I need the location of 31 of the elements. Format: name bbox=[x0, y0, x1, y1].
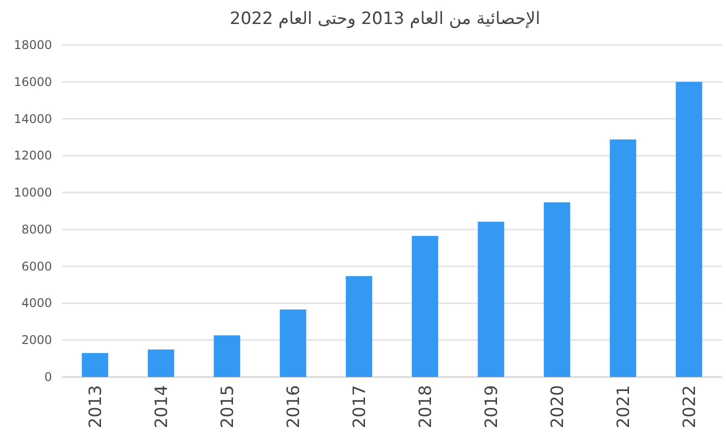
y-tick-label: 18000 bbox=[14, 38, 52, 52]
x-tick-label: 2017 bbox=[350, 385, 370, 428]
bar bbox=[478, 222, 504, 377]
bar bbox=[412, 236, 438, 377]
x-tick-label: 2020 bbox=[548, 385, 568, 428]
y-tick-label: 0 bbox=[44, 370, 52, 384]
x-tick-label: 2021 bbox=[614, 385, 634, 428]
y-tick-label: 10000 bbox=[14, 186, 52, 200]
x-tick-label: 2016 bbox=[284, 385, 304, 428]
bar bbox=[148, 350, 174, 377]
y-tick-label: 6000 bbox=[21, 259, 52, 274]
bar bbox=[610, 139, 636, 377]
y-tick-label: 2000 bbox=[21, 333, 52, 348]
bar bbox=[346, 276, 372, 377]
y-tick-label: 14000 bbox=[14, 112, 52, 126]
x-tick-label: 2013 bbox=[86, 385, 106, 428]
bar bbox=[544, 202, 570, 377]
x-tick-label: 2014 bbox=[152, 385, 172, 428]
bar bbox=[214, 335, 240, 377]
chart-title: الإحصائية من العام 2013 وحتى العام 2022 bbox=[230, 9, 540, 29]
y-tick-label: 12000 bbox=[14, 148, 52, 163]
y-tick-label: 4000 bbox=[21, 296, 52, 310]
bar bbox=[676, 82, 702, 377]
x-tick-label: 2018 bbox=[416, 385, 436, 428]
y-tick-label: 16000 bbox=[14, 74, 52, 89]
x-tick-label: 2015 bbox=[218, 385, 238, 428]
x-tick-label: 2019 bbox=[482, 385, 502, 428]
x-tick-label: 2022 bbox=[680, 385, 700, 428]
bar bbox=[280, 309, 306, 377]
y-tick-label: 8000 bbox=[21, 222, 52, 236]
bar bbox=[82, 353, 108, 377]
